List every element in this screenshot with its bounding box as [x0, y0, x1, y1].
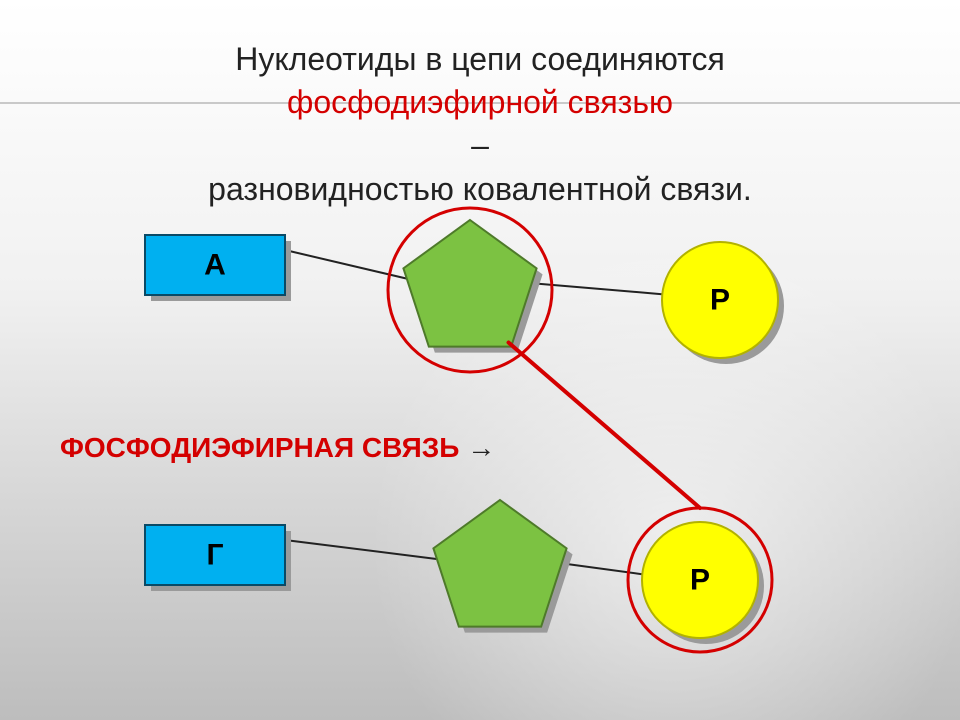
bond-label: ФОСФОДИЭФИРНАЯ СВЯЗЬ → [60, 432, 495, 464]
bond-label-text: ФОСФОДИЭФИРНАЯ СВЯЗЬ [60, 432, 459, 463]
slide: Нуклеотиды в цепи соединяются фосфодиэфи… [0, 0, 960, 720]
diagram-canvas: А Р Г Р [0, 0, 960, 720]
svg-text:Г: Г [206, 539, 223, 572]
svg-text:Р: Р [690, 564, 710, 597]
svg-text:А: А [204, 249, 226, 282]
arrow-icon: → [467, 432, 495, 463]
svg-text:Р: Р [710, 284, 730, 317]
